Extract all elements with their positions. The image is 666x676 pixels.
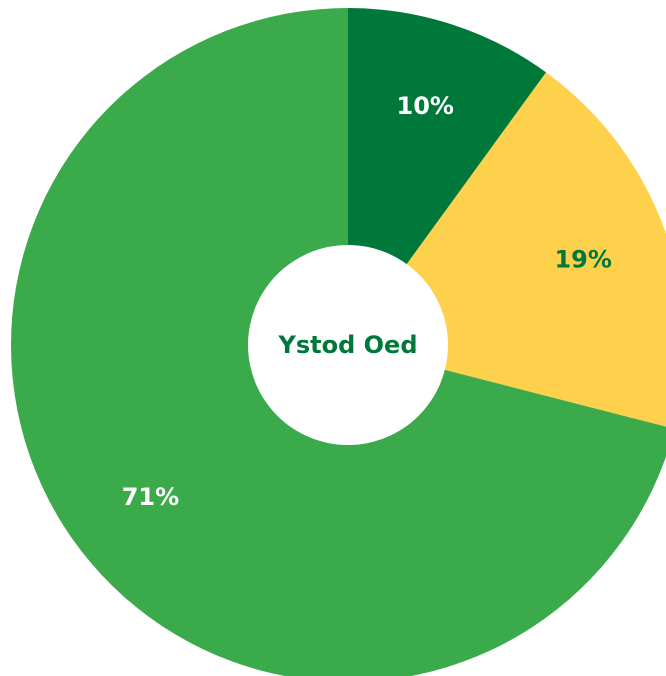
- donut-hole: [248, 245, 448, 445]
- slice-label: 71%: [122, 483, 179, 511]
- slice-label: 10%: [397, 92, 454, 120]
- slice-label: 19%: [554, 245, 611, 273]
- center-label: Ystod Oed: [277, 331, 417, 359]
